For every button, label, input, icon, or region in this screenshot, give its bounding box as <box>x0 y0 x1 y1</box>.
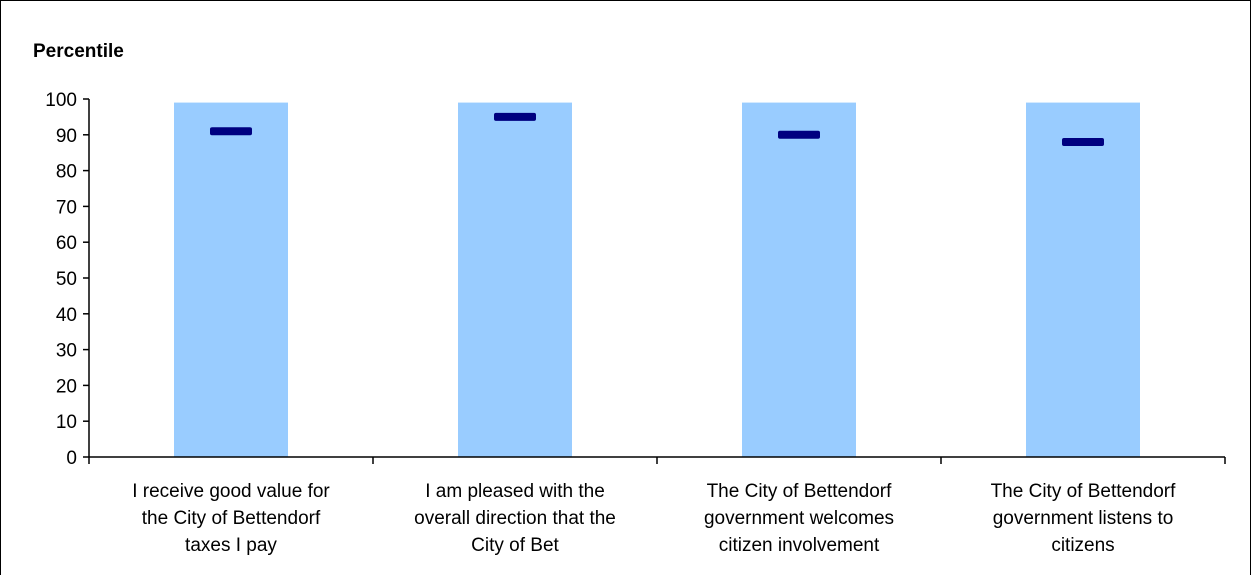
y-tick-label: 70 <box>56 197 77 218</box>
y-tick-label: 0 <box>66 448 77 469</box>
category-label-2: I am pleased with the overall direction t… <box>414 481 616 556</box>
y-tick-label: 30 <box>56 341 77 362</box>
y-ticks-group: 0 10 20 30 40 50 60 70 80 90 100 <box>45 90 89 469</box>
bar-2 <box>458 102 572 457</box>
marker-2 <box>494 112 536 121</box>
marker-1 <box>210 127 252 136</box>
markers-group <box>210 112 1104 146</box>
y-tick-label: 10 <box>56 412 77 433</box>
y-axis-title: Percentile <box>33 41 124 62</box>
y-tick-label: 60 <box>56 233 77 254</box>
marker-4 <box>1062 137 1104 146</box>
y-tick-label: 90 <box>56 126 77 147</box>
category-label-3: The City of Bettendorf government welcome… <box>704 481 894 556</box>
bar-1 <box>174 102 288 457</box>
bar-3 <box>742 102 856 457</box>
category-label-4: The City of Bettendorf government listens… <box>991 481 1177 556</box>
y-tick-label: 50 <box>56 269 77 290</box>
category-label-1: I receive good value for the City of Bett… <box>132 481 330 556</box>
y-tick-label: 80 <box>56 162 77 183</box>
bar-4 <box>1026 102 1140 457</box>
bars-group <box>174 102 1140 457</box>
y-tick-label: 20 <box>56 376 77 397</box>
marker-3 <box>778 130 820 139</box>
y-tick-label: 100 <box>45 90 77 111</box>
y-tick-label: 40 <box>56 305 77 326</box>
x-labels-group: I receive good value for the City of Bett… <box>132 481 1176 556</box>
